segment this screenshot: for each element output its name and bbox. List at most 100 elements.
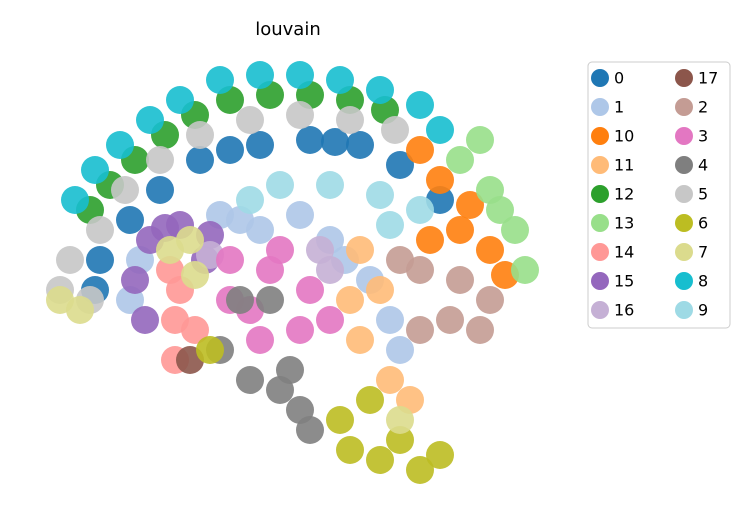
point <box>476 286 504 314</box>
point <box>406 456 434 484</box>
point <box>236 186 264 214</box>
point <box>131 306 159 334</box>
point <box>381 116 409 144</box>
point <box>406 91 434 119</box>
point <box>376 366 404 394</box>
point <box>186 146 214 174</box>
legend-swatch <box>675 272 693 290</box>
point <box>346 131 374 159</box>
legend-swatch <box>675 185 693 203</box>
point <box>66 296 94 324</box>
point <box>61 186 89 214</box>
point <box>436 306 464 334</box>
point <box>151 214 179 242</box>
point <box>336 286 364 314</box>
point <box>296 416 324 444</box>
point <box>386 406 414 434</box>
point <box>476 236 504 264</box>
legend-label: 12 <box>614 185 634 204</box>
point <box>276 356 304 384</box>
legend-entries: 0 1 10 11 12 13 14 15 16 17 2 3 4 5 6 7 8 9 <box>591 69 718 320</box>
point <box>86 216 114 244</box>
legend-label: 6 <box>698 214 708 233</box>
point <box>116 206 144 234</box>
point <box>446 266 474 294</box>
point <box>376 306 404 334</box>
point <box>316 171 344 199</box>
point <box>106 131 134 159</box>
point <box>416 226 444 254</box>
point <box>181 316 209 344</box>
point <box>136 106 164 134</box>
legend-swatch <box>591 301 609 319</box>
point <box>386 336 414 364</box>
point <box>286 101 314 129</box>
point <box>246 131 274 159</box>
point <box>366 446 394 474</box>
legend-swatch <box>675 243 693 261</box>
point <box>376 211 404 239</box>
points <box>46 61 539 484</box>
point <box>266 171 294 199</box>
legend-swatch <box>591 272 609 290</box>
point <box>346 326 374 354</box>
point <box>366 76 394 104</box>
point <box>111 176 139 204</box>
point <box>146 176 174 204</box>
point <box>386 246 414 274</box>
point <box>336 106 364 134</box>
legend-label: 15 <box>614 272 634 291</box>
legend-label: 1 <box>614 98 624 117</box>
point <box>366 276 394 304</box>
legend-label: 3 <box>698 127 708 146</box>
point <box>236 106 264 134</box>
point <box>386 151 414 179</box>
point <box>466 126 494 154</box>
point <box>511 256 539 284</box>
point <box>216 136 244 164</box>
point <box>296 276 324 304</box>
legend-label: 17 <box>698 69 718 88</box>
point <box>406 196 434 224</box>
point <box>121 266 149 294</box>
legend-swatch <box>675 156 693 174</box>
legend-label: 14 <box>614 243 634 262</box>
point <box>156 256 184 284</box>
legend-swatch <box>675 301 693 319</box>
point <box>316 306 344 334</box>
point <box>286 316 314 344</box>
point <box>236 366 264 394</box>
point <box>406 136 434 164</box>
legend-label: 16 <box>614 301 634 320</box>
point <box>426 166 454 194</box>
legend-swatch <box>591 214 609 232</box>
point <box>206 66 234 94</box>
legend-swatch <box>591 127 609 145</box>
legend-swatch <box>591 243 609 261</box>
legend-swatch <box>591 185 609 203</box>
point <box>466 316 494 344</box>
legend-label: 2 <box>698 98 708 117</box>
point <box>286 61 314 89</box>
point <box>321 128 349 156</box>
legend-label: 8 <box>698 272 708 291</box>
point <box>386 426 414 454</box>
legend-label: 13 <box>614 214 634 233</box>
point <box>286 201 314 229</box>
point <box>81 156 109 184</box>
point <box>406 316 434 344</box>
point <box>346 236 374 264</box>
legend <box>587 61 731 329</box>
legend-label: 9 <box>698 301 708 320</box>
point <box>326 406 354 434</box>
point <box>296 126 324 154</box>
point <box>176 226 204 254</box>
point <box>486 196 514 224</box>
point <box>246 61 274 89</box>
legend-label: 4 <box>698 156 708 175</box>
point <box>181 261 209 289</box>
point <box>266 236 294 264</box>
legend-swatch <box>591 69 609 87</box>
legend-swatch <box>675 98 693 116</box>
